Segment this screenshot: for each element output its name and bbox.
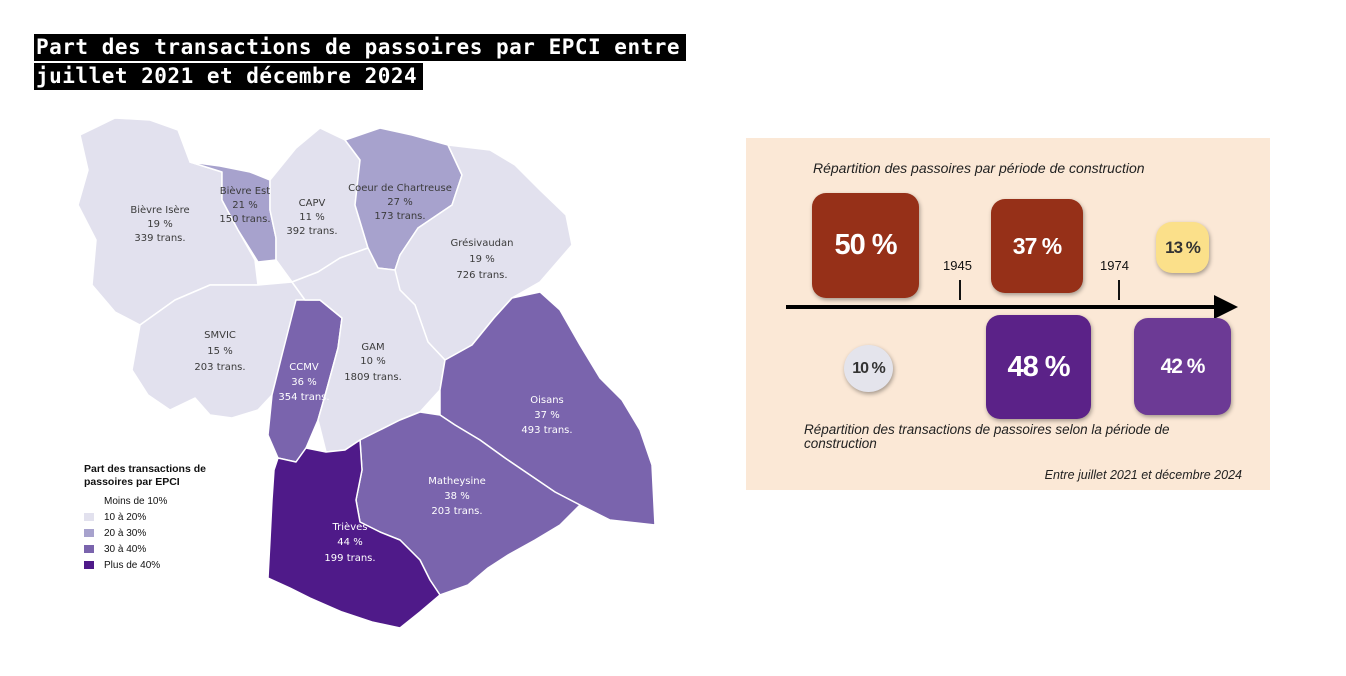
legend-item-20-30: 20 à 30% xyxy=(84,525,234,541)
legend-item-30-40: 30 à 40% xyxy=(84,541,234,557)
label-bievre-est-share: 21 % xyxy=(232,200,257,211)
label-coeur-de-chartreuse: Coeur de Chartreuse 27 % 173 trans. xyxy=(348,183,452,222)
label-chartreuse-share: 27 % xyxy=(387,197,412,208)
label-gam-share: 10 % xyxy=(360,356,385,367)
passoires-before-1945-box: 50 % xyxy=(812,193,919,298)
label-gresivaudan-share: 19 % xyxy=(469,254,494,265)
label-chartreuse-transactions: 173 trans. xyxy=(374,211,425,222)
label-gam: GAM 10 % 1809 trans. xyxy=(344,342,402,383)
transactions-1945-1974-box: 48 % xyxy=(986,315,1091,419)
label-smvic-share: 15 % xyxy=(207,346,232,357)
label-oisans-name: Oisans xyxy=(530,395,564,406)
legend-label: Moins de 10% xyxy=(104,495,168,507)
transactions-before-1945-box: 10 % xyxy=(844,345,893,392)
label-bievre-est-transactions: 150 trans. xyxy=(219,214,270,225)
year-1945-tick xyxy=(959,280,961,300)
legend-label: Plus de 40% xyxy=(104,559,161,571)
label-bievre-isere-name: Bièvre Isère xyxy=(130,204,189,216)
label-trieves: Trièves 44 % 199 trans. xyxy=(324,521,375,564)
label-capv-name: CAPV xyxy=(299,198,326,209)
legend-title: Part des transactions de passoires par E… xyxy=(84,463,206,488)
label-ccmv-share: 36 % xyxy=(291,377,316,388)
legend-swatch xyxy=(84,513,94,521)
legend-label: 30 à 40% xyxy=(104,543,147,555)
timeline-axis xyxy=(786,305,1218,309)
passoires-caption: Répartition des passoires par période de… xyxy=(813,160,1145,176)
legend-item-10-20: 10 à 20% xyxy=(84,509,234,525)
legend-item-less-10: Moins de 10% xyxy=(84,493,234,509)
legend-swatch xyxy=(84,529,94,537)
label-matheysine: Matheysine 38 % 203 trans. xyxy=(428,476,486,517)
label-smvic-name: SMVIC xyxy=(204,330,236,341)
date-note: Entre juillet 2021 et décembre 2024 xyxy=(1044,468,1242,482)
label-bievre-isere-transactions: 339 trans. xyxy=(134,233,185,244)
year-1945-label: 1945 xyxy=(943,258,972,273)
label-ccmv-name: CCMV xyxy=(289,362,319,373)
transactions-caption: Répartition des transactions de passoire… xyxy=(804,422,1170,451)
label-smvic: SMVIC 15 % 203 trans. xyxy=(194,330,245,373)
map-title-line-1: Part des transactions de passoires par E… xyxy=(34,34,687,61)
label-ccmv-transactions: 354 trans. xyxy=(278,392,329,403)
passoires-after-1974-box: 13 % xyxy=(1156,222,1209,273)
transactions-after-1974-box: 42 % xyxy=(1134,318,1231,415)
label-smvic-transactions: 203 trans. xyxy=(194,362,245,373)
label-matheysine-name: Matheysine xyxy=(428,476,486,487)
label-capv-transactions: 392 trans. xyxy=(286,226,337,237)
map-legend: Part des transactions de passoires par E… xyxy=(84,463,234,573)
legend-swatch xyxy=(84,545,94,553)
label-oisans: Oisans 37 % 493 trans. xyxy=(521,395,572,436)
label-oisans-share: 37 % xyxy=(534,410,559,421)
year-1974-label: 1974 xyxy=(1100,258,1129,273)
map-title-line-2: juillet 2021 et décembre 2024 xyxy=(34,63,424,90)
year-1974-tick xyxy=(1118,280,1120,300)
label-capv: CAPV 11 % 392 trans. xyxy=(286,198,337,237)
legend-swatch xyxy=(84,561,94,569)
label-oisans-transactions: 493 trans. xyxy=(521,425,572,436)
label-trieves-transactions: 199 trans. xyxy=(324,553,375,564)
label-gresivaudan-name: Grésivaudan xyxy=(451,237,514,249)
label-gresivaudan-transactions: 726 trans. xyxy=(456,270,507,281)
label-bievre-isere: Bièvre Isère 19 % 339 trans. xyxy=(130,204,189,244)
label-matheysine-transactions: 203 trans. xyxy=(431,506,482,517)
label-gam-transactions: 1809 trans. xyxy=(344,372,402,383)
label-bievre-est-name: Bièvre Est xyxy=(220,185,270,197)
construction-period-infographic: Répartition des passoires par période de… xyxy=(746,138,1270,490)
label-gresivaudan: Grésivaudan 19 % 726 trans. xyxy=(451,237,514,281)
legend-item-plus-40: Plus de 40% xyxy=(84,557,234,573)
label-gam-name: GAM xyxy=(361,342,384,353)
timeline-arrow-icon xyxy=(1214,295,1238,319)
label-trieves-share: 44 % xyxy=(337,537,362,548)
label-chartreuse-name: Coeur de Chartreuse xyxy=(348,183,452,194)
label-bievre-isere-share: 19 % xyxy=(147,219,172,230)
label-capv-share: 11 % xyxy=(299,212,324,223)
label-trieves-name: Trièves xyxy=(332,521,368,533)
legend-label: 10 à 20% xyxy=(104,511,147,523)
label-matheysine-share: 38 % xyxy=(444,491,469,502)
legend-swatch xyxy=(84,497,94,505)
passoires-1945-1974-box: 37 % xyxy=(991,199,1083,293)
label-ccmv: CCMV 36 % 354 trans. xyxy=(278,362,329,403)
legend-label: 20 à 30% xyxy=(104,527,147,539)
epci-map: Bièvre Isère 19 % 339 trans. Bièvre Est … xyxy=(77,117,656,629)
label-bievre-est: Bièvre Est 21 % 150 trans. xyxy=(219,185,270,225)
region-trieves[interactable] xyxy=(267,439,441,629)
